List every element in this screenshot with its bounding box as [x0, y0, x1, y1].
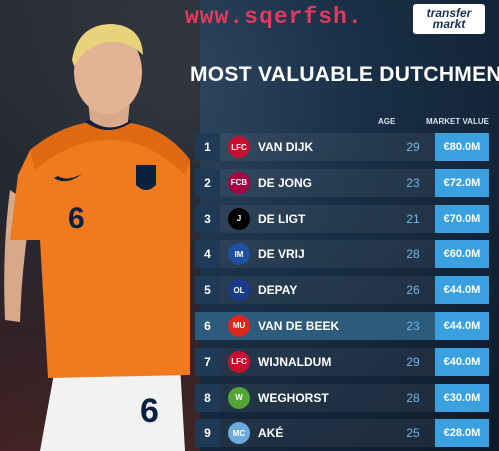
logo-line2: markt [432, 17, 466, 31]
player-name: VAN DE BEEK [258, 318, 340, 333]
ranking-row: 6 MU VAN DE BEEK 23 €44.0M [195, 311, 489, 340]
ranking-list: 1 LFC VAN DIJK 29 €80.0M 2 FCB DE JONG 2… [195, 133, 489, 451]
age-column-header: AGE [378, 117, 396, 126]
ranking-row: 1 LFC VAN DIJK 29 €80.0M [195, 133, 489, 161]
rank-number: 8 [195, 383, 220, 412]
ranking-row: 9 MC AKÉ 25 €28.0M [195, 419, 489, 448]
liverpool-crest-icon: LFC [228, 350, 250, 373]
ranking-row: 5 OL DEPAY 26 €44.0M [195, 276, 489, 305]
market-value: €60.0M [435, 240, 489, 269]
player-age: 28 [406, 247, 420, 262]
player-age: 23 [406, 318, 420, 333]
market-value: €30.0M [435, 383, 489, 412]
manchester-city-crest-icon: MC [228, 422, 250, 445]
rank-number: 7 [195, 347, 220, 376]
logo-line1: transfer [426, 6, 472, 20]
market-value-column-header: MARKET VALUE [426, 117, 489, 126]
market-value: €28.0M [435, 419, 489, 448]
inter-crest-icon: IM [228, 243, 250, 266]
manchester-united-crest-icon: MU [228, 314, 250, 337]
player-age: 23 [406, 175, 420, 190]
row-panel: W WEGHORST 28 €30.0M [220, 383, 489, 412]
player-name: VAN DIJK [258, 140, 314, 154]
lyon-crest-icon: OL [228, 279, 250, 302]
row-panel: J DE LIGT 21 €70.0M [220, 204, 489, 233]
ranking-row: 8 W WEGHORST 28 €30.0M [195, 383, 489, 412]
ranking-row: 4 IM DE VRIJ 28 €60.0M [195, 240, 489, 269]
transfermarkt-logo: transfer markt [413, 4, 485, 34]
player-name: WIJNALDUM [258, 354, 332, 369]
row-panel: OL DEPAY 26 €44.0M [220, 276, 489, 305]
player-age: 25 [406, 426, 420, 441]
rank-number: 1 [195, 133, 220, 161]
market-value: €40.0M [435, 347, 489, 376]
market-value: €80.0M [435, 133, 489, 161]
row-panel: MU VAN DE BEEK 23 €44.0M [220, 311, 489, 340]
market-value: €44.0M [435, 311, 489, 340]
player-name: DE VRIJ [258, 247, 305, 262]
row-panel: IM DE VRIJ 28 €60.0M [220, 240, 489, 269]
ranking-row: 7 LFC WIJNALDUM 29 €40.0M [195, 347, 489, 376]
player-age: 28 [406, 390, 420, 405]
rank-number: 3 [195, 204, 220, 233]
player-name: DE LIGT [258, 211, 306, 226]
player-age: 26 [406, 283, 420, 298]
player-photo: 6 6 [4, 24, 190, 451]
market-value: €70.0M [435, 204, 489, 233]
rank-number: 5 [195, 276, 220, 305]
row-panel: LFC WIJNALDUM 29 €40.0M [220, 347, 489, 376]
row-panel: LFC VAN DIJK 29 €80.0M [220, 133, 489, 161]
market-value: €44.0M [435, 276, 489, 305]
player-age: 21 [406, 211, 420, 226]
wolfsburg-crest-icon: W [228, 386, 250, 409]
player-age: 29 [406, 140, 420, 154]
player-name: DEPAY [258, 283, 298, 298]
player-age: 29 [406, 354, 420, 369]
barcelona-crest-icon: FCB [228, 171, 250, 194]
player-name: AKÉ [258, 426, 284, 441]
row-panel: FCB DE JONG 23 €72.0M [220, 168, 489, 197]
liverpool-crest-icon: LFC [228, 136, 250, 158]
player-name: WEGHORST [258, 390, 329, 405]
player-name: DE JONG [258, 175, 313, 190]
juventus-crest-icon: J [228, 207, 250, 230]
rank-number: 6 [195, 311, 220, 340]
rank-number: 2 [195, 168, 220, 197]
svg-text:6: 6 [140, 392, 159, 430]
svg-text:6: 6 [68, 202, 85, 235]
row-panel: MC AKÉ 25 €28.0M [220, 419, 489, 448]
market-value: €72.0M [435, 168, 489, 197]
page-title: MOST VALUABLE DUTCHMEN [190, 63, 499, 86]
ranking-row: 2 FCB DE JONG 23 €72.0M [195, 168, 489, 197]
watermark-text: www.sqerfsh. [185, 4, 363, 30]
rank-number: 4 [195, 240, 220, 269]
rank-number: 9 [195, 419, 220, 448]
ranking-row: 3 J DE LIGT 21 €70.0M [195, 204, 489, 233]
